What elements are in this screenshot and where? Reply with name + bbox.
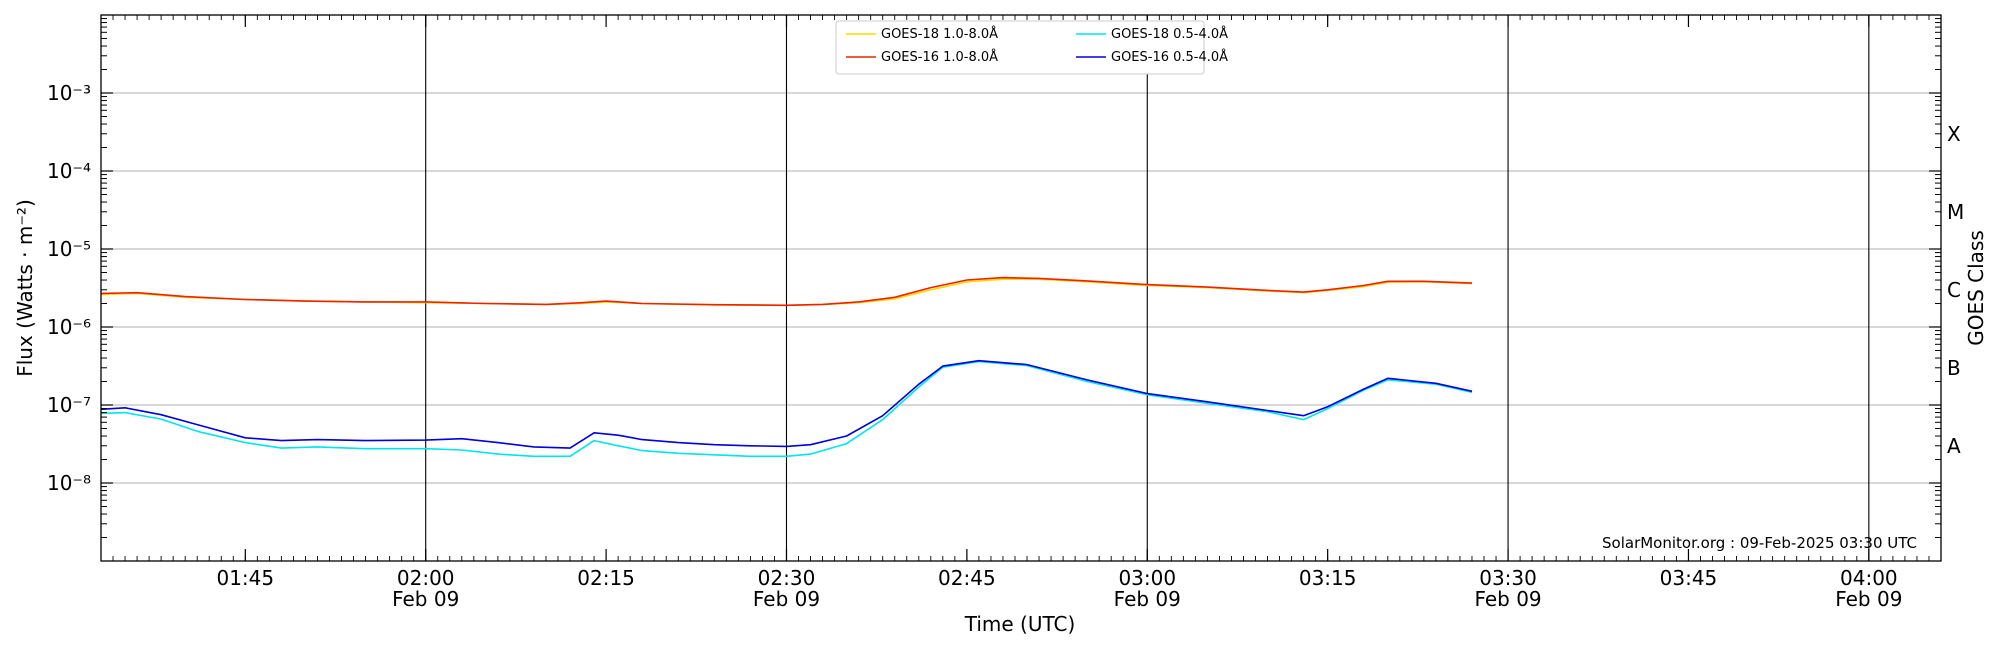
- y2-axis-label: GOES Class: [1964, 230, 1988, 346]
- goes-class-label: B: [1947, 356, 1961, 380]
- goes-class-labels: X M C B A: [1947, 122, 1964, 458]
- x-tick-label: 03:30: [1479, 566, 1537, 590]
- x-tick-label: 02:00: [397, 566, 455, 590]
- y-tick-label: 10⁻⁶: [47, 315, 91, 339]
- series-line: [100, 360, 1473, 458]
- x-tick-label: 02:30: [758, 566, 816, 590]
- x-tick-sublabel: Feb 09: [1114, 587, 1181, 611]
- legend-label: GOES-16 1.0-8.0Å: [881, 49, 998, 65]
- x-tick-label: 02:45: [938, 566, 996, 590]
- goes-class-label: X: [1947, 122, 1961, 146]
- y-axis-ticks: 10⁻⁸ 10⁻⁷ 10⁻⁶ 10⁻⁵ 10⁻⁴ 10⁻³: [47, 18, 1941, 539]
- goes-class-label: A: [1947, 434, 1961, 458]
- horizontal-gridlines: [101, 92, 1941, 484]
- legend-label: GOES-18 1.0-8.0Å: [881, 26, 998, 42]
- y-tick-label: 10⁻³: [47, 81, 91, 105]
- series-line: [100, 276, 1473, 307]
- y-tick-label: 10⁻⁴: [47, 159, 91, 183]
- x-tick-label: 03:45: [1660, 566, 1718, 590]
- legend-label: GOES-18 0.5-4.0Å: [1111, 26, 1228, 42]
- x-tick-label: 03:15: [1299, 566, 1357, 590]
- y-axis-label: Flux (Watts · m⁻²): [13, 199, 37, 377]
- x-tick-label: 02:15: [577, 566, 635, 590]
- goes-class-label: M: [1947, 200, 1964, 224]
- x-tick-label: 03:00: [1118, 566, 1176, 590]
- x-tick-sublabel: Feb 09: [392, 587, 459, 611]
- y-tick-label: 10⁻⁸: [47, 471, 91, 495]
- x-tick-label: 04:00: [1840, 566, 1898, 590]
- goes-class-label: C: [1947, 278, 1961, 302]
- y-tick-label: 10⁻⁵: [47, 237, 91, 261]
- y-tick-label: 10⁻⁷: [47, 393, 91, 417]
- plot-frame: [100, 14, 1942, 562]
- x-tick-sublabel: Feb 09: [753, 587, 820, 611]
- x-tick-sublabel: Feb 09: [1835, 587, 1902, 611]
- legend-box: [835, 20, 1205, 75]
- x-tick-label: 01:45: [216, 566, 274, 590]
- credit-text: SolarMonitor.org : 09-Feb-2025 03:30 UTC: [1602, 534, 1917, 552]
- day-vertical-lines: [425, 15, 1870, 561]
- legend: GOES-18 1.0-8.0Å GOES-18 0.5-4.0Å GOES-16 …: [835, 20, 1228, 75]
- x-axis-label: Time (UTC): [964, 612, 1076, 636]
- series-line: [100, 359, 1473, 449]
- legend-label: GOES-16 0.5-4.0Å: [1111, 49, 1228, 65]
- series-layer: [100, 276, 1473, 458]
- x-tick-sublabel: Feb 09: [1474, 587, 1541, 611]
